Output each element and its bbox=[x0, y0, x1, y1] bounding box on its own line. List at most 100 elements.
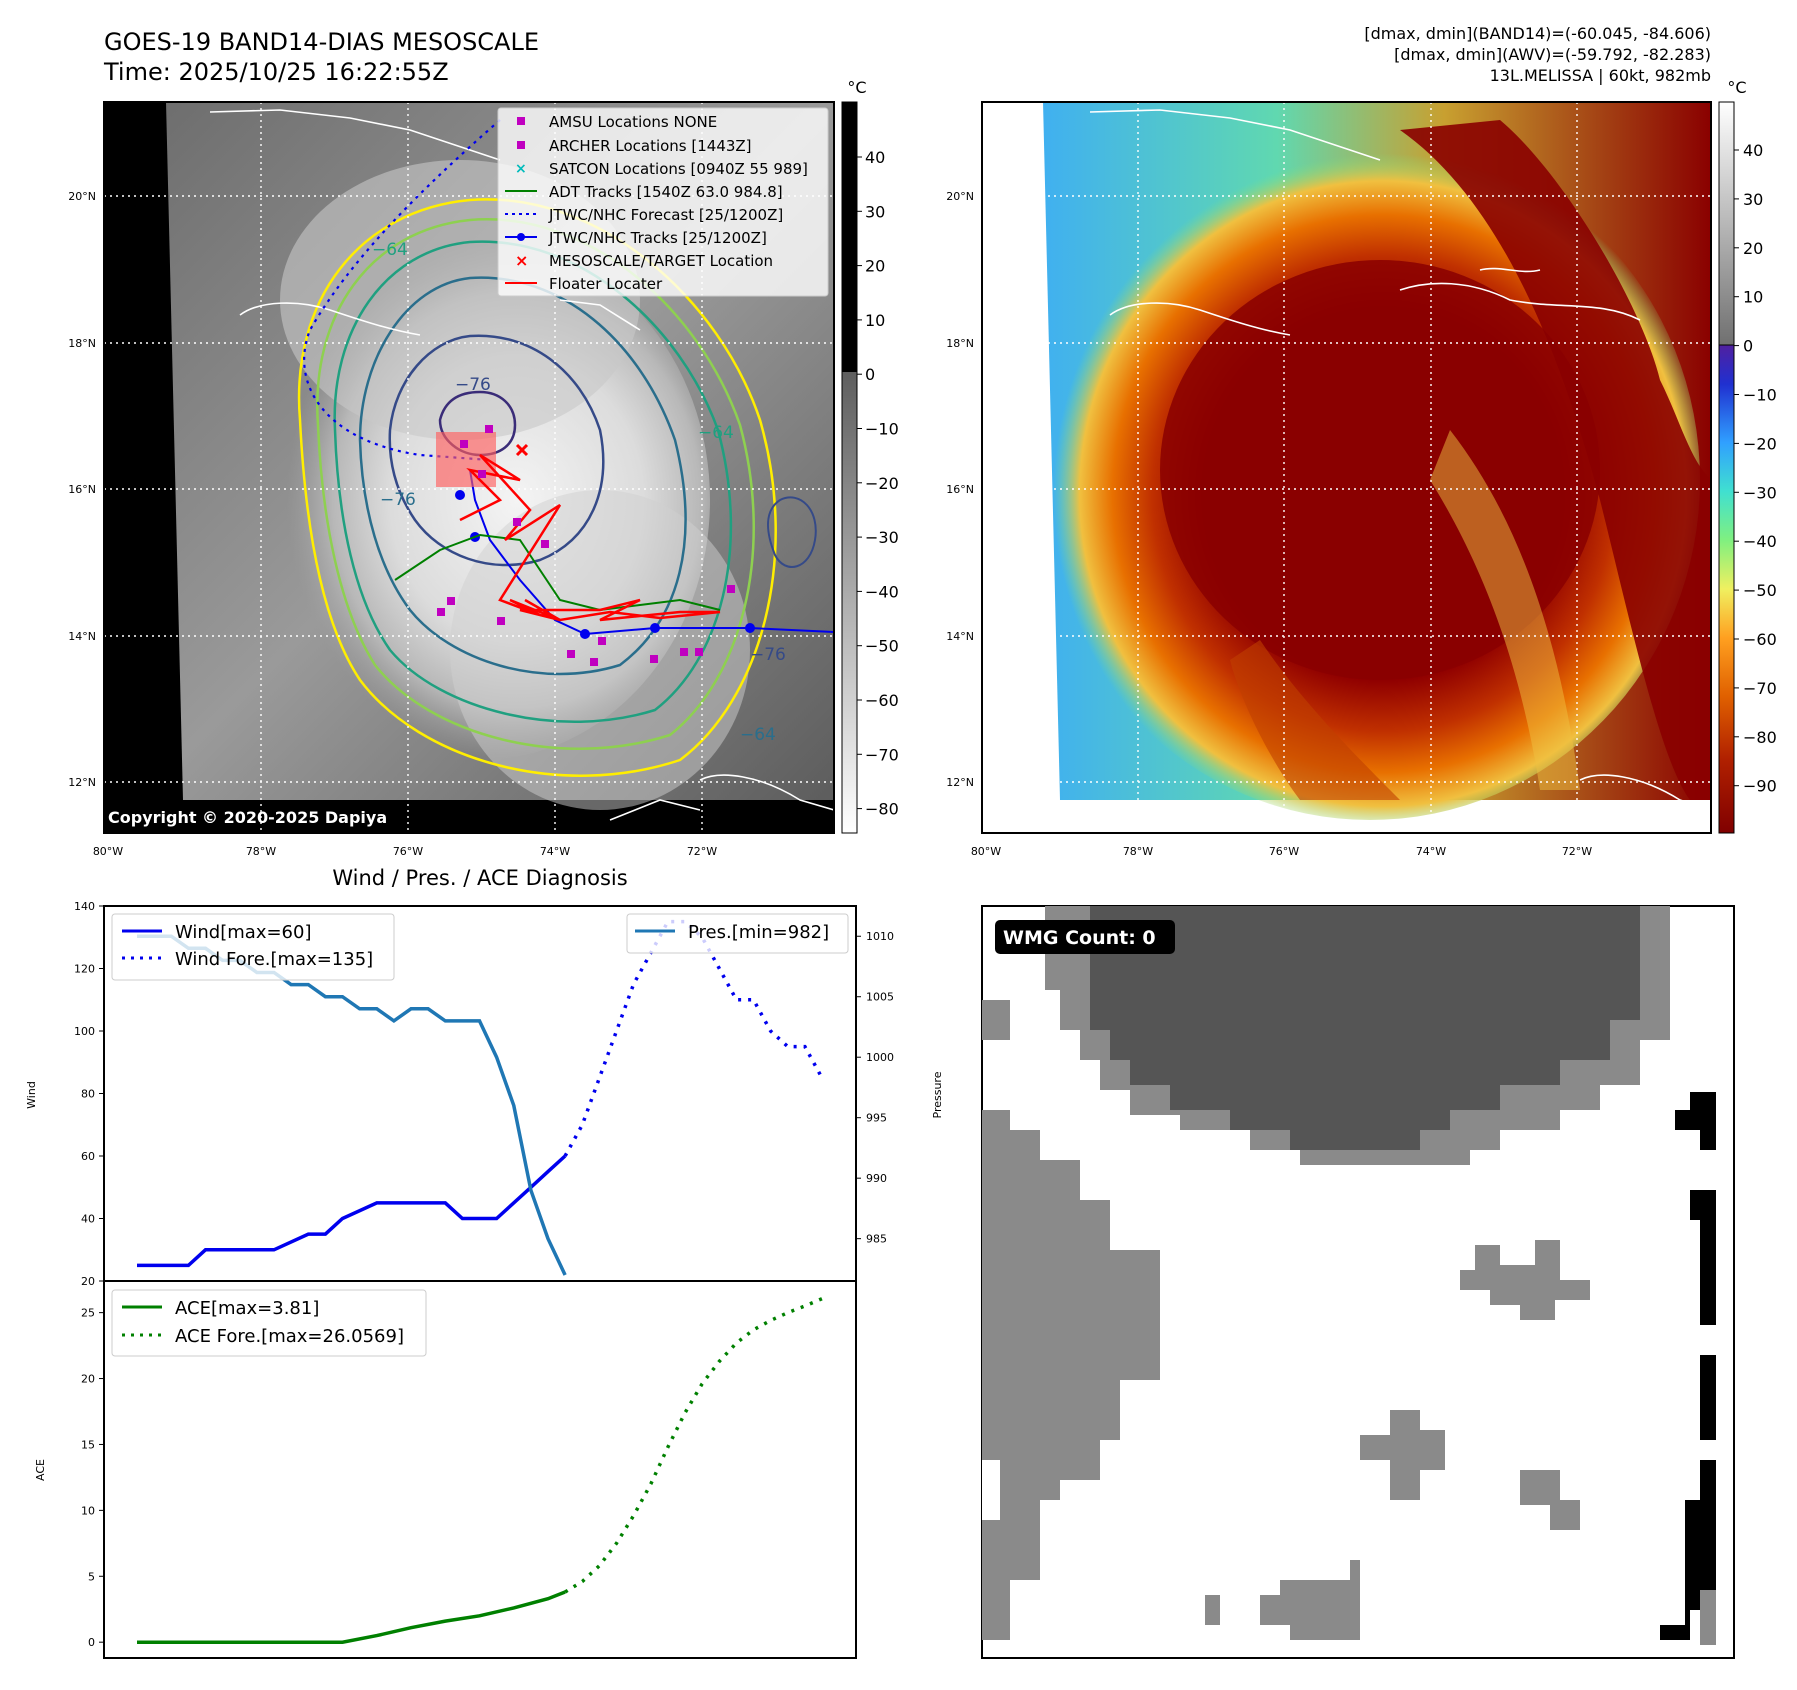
lat-tick-label: 20°N bbox=[68, 190, 96, 203]
wind-tick-label: 20 bbox=[81, 1275, 95, 1288]
legend-amsu-marker bbox=[517, 117, 525, 125]
lon-tick-label: 78°W bbox=[1123, 845, 1153, 858]
wind-forecast-line bbox=[563, 919, 824, 1157]
ir-colorbar: °C 40 30 20 10 0 −10 −20 −30 −40 −50 −60 −70 −80 bbox=[841, 78, 899, 834]
cbar-tick-label: 40 bbox=[865, 148, 885, 167]
legend-archer: ARCHER Locations [1443Z] bbox=[549, 137, 752, 155]
ir-map-lon-ticks: 80°W 78°W 76°W 74°W 72°W bbox=[93, 845, 717, 858]
wind-tick-label: 100 bbox=[74, 1025, 95, 1038]
cbar-left-ticks: 40 30 20 10 0 −10 −20 −30 −40 −50 −60 −70 −80 bbox=[857, 148, 899, 819]
cbar-tick-label: 0 bbox=[865, 365, 875, 384]
cbar-tick-label: −20 bbox=[865, 474, 899, 493]
contour-label: −64 bbox=[698, 423, 734, 443]
cbar-unit: °C bbox=[847, 78, 866, 97]
legend-wind-fore: Wind Fore.[max=135] bbox=[175, 949, 373, 970]
cbar-tick-label: 10 bbox=[865, 311, 885, 330]
map-legend: AMSU Locations NONE ARCHER Locations [14… bbox=[497, 107, 829, 297]
legend-target-marker: × bbox=[515, 251, 528, 270]
lat-tick-label: 18°N bbox=[68, 337, 96, 350]
ace-line bbox=[137, 1590, 566, 1644]
color-map-lat-ticks: 20°N 18°N 16°N 14°N 12°N bbox=[946, 190, 974, 789]
wind-tick-label: 40 bbox=[81, 1213, 95, 1226]
wind-tick-label: 120 bbox=[74, 963, 95, 976]
pressure-tick-label: 995 bbox=[866, 1112, 887, 1125]
lat-tick-label: 12°N bbox=[68, 776, 96, 789]
legend-ace: ACE[max=3.81] bbox=[175, 1298, 319, 1319]
wmg-count-label: WMG Count: 0 bbox=[1003, 927, 1156, 949]
lat-tick-label: 18°N bbox=[946, 337, 974, 350]
ace-tick-label: 20 bbox=[81, 1373, 95, 1386]
color-map-lon-ticks: 80°W 78°W 76°W 74°W 72°W bbox=[971, 845, 1592, 858]
ace-series bbox=[137, 1297, 823, 1644]
cbar-tick-label: −70 bbox=[865, 745, 899, 764]
legend-pres: Pres.[min=982] bbox=[688, 922, 829, 943]
cbar-tick-label: −60 bbox=[1743, 630, 1777, 649]
wmg-panel: WMG Count: 0 bbox=[981, 905, 1735, 1659]
wind-tick-label: 60 bbox=[81, 1150, 95, 1163]
wind-ylabel: Wind bbox=[25, 1081, 38, 1109]
ace-tick-label: 10 bbox=[81, 1504, 95, 1517]
ace-yticks: 25 20 15 10 5 0 bbox=[81, 1307, 104, 1649]
ace-tick-label: 5 bbox=[88, 1570, 95, 1583]
cbar-tick-label: −20 bbox=[1743, 434, 1777, 453]
cbar-tick-label: −30 bbox=[1743, 483, 1777, 502]
cbar-tick-label: −30 bbox=[865, 528, 899, 547]
ace-tick-label: 0 bbox=[88, 1636, 95, 1649]
copyright: Copyright © 2020-2025 Dapiya bbox=[108, 808, 387, 827]
lat-tick-label: 20°N bbox=[946, 190, 974, 203]
cbar-tick-label: −50 bbox=[865, 637, 899, 656]
lon-tick-label: 72°W bbox=[687, 845, 717, 858]
lat-tick-label: 14°N bbox=[68, 630, 96, 643]
contour-label: −76 bbox=[455, 375, 491, 395]
pressure-tick-label: 1000 bbox=[866, 1051, 894, 1064]
cbar-tick-label: −10 bbox=[1743, 386, 1777, 405]
wind-line bbox=[137, 1154, 567, 1268]
wind-tick-label: 140 bbox=[74, 900, 95, 913]
legend-forecast: JTWC/NHC Forecast [25/1200Z] bbox=[548, 206, 783, 224]
cbar-tick-label: −70 bbox=[1743, 679, 1777, 698]
info-band14: [dmax, dmin](BAND14)=(-60.045, -84.606) bbox=[1364, 24, 1711, 43]
lon-tick-label: 78°W bbox=[246, 845, 276, 858]
cbar-tick-label: −80 bbox=[865, 800, 899, 819]
lon-tick-label: 76°W bbox=[393, 845, 423, 858]
lon-tick-label: 72°W bbox=[1562, 845, 1592, 858]
cbar-tick-label: 30 bbox=[1743, 190, 1763, 209]
cbar-tick-label: −50 bbox=[1743, 581, 1777, 600]
cbar-tick-label: 20 bbox=[1743, 239, 1763, 258]
ace-tick-label: 25 bbox=[81, 1307, 95, 1320]
cbar-tick-label: 40 bbox=[1743, 141, 1763, 160]
lon-tick-label: 80°W bbox=[971, 845, 1001, 858]
wind-tick-label: 80 bbox=[81, 1088, 95, 1101]
legend-target: MESOSCALE/TARGET Location bbox=[549, 252, 773, 270]
legend-tracks: JTWC/NHC Tracks [25/1200Z] bbox=[548, 229, 767, 247]
cbar-tick-label: 10 bbox=[1743, 288, 1763, 307]
lat-tick-label: 16°N bbox=[946, 483, 974, 496]
info-storm: 13L.MELISSA | 60kt, 982mb bbox=[1490, 66, 1711, 85]
pressure-tick-label: 985 bbox=[866, 1233, 887, 1246]
pressure-tick-label: 1010 bbox=[866, 930, 894, 943]
cbar-tick-label: 30 bbox=[865, 202, 885, 221]
cbar-tick-label: −80 bbox=[1743, 728, 1777, 747]
cbar-tick-label: −10 bbox=[865, 420, 899, 439]
pressure-legend: Pres.[min=982] bbox=[626, 913, 849, 954]
pressure-ylabel: Pressure bbox=[931, 1071, 944, 1118]
lat-tick-label: 16°N bbox=[68, 483, 96, 496]
legend-adt: ADT Tracks [1540Z 63.0 984.8] bbox=[549, 183, 783, 201]
legend-ace-fore: ACE Fore.[max=26.0569] bbox=[175, 1326, 404, 1347]
cbar-unit-right: °C bbox=[1727, 78, 1746, 97]
legend-satcon: SATCON Locations [0940Z 55 989] bbox=[549, 160, 808, 178]
legend-floater: Floater Locater bbox=[549, 275, 663, 293]
ir-map-panel: −76 −76 −64 −64 −64 −76 Copyright © 2020… bbox=[103, 78, 899, 834]
lon-tick-label: 74°W bbox=[540, 845, 570, 858]
color-ir-panel: °C 40 30 20 10 0 −10 −20 −30 −40 −50 −60 −70 −80 −90 bbox=[981, 78, 1777, 834]
legend-satcon-marker: × bbox=[515, 161, 527, 177]
cbar-tick-label: −40 bbox=[865, 582, 899, 601]
contour-label: −64 bbox=[372, 240, 408, 260]
legend-amsu: AMSU Locations NONE bbox=[549, 113, 717, 131]
contour-label: −76 bbox=[750, 645, 786, 665]
lat-tick-label: 12°N bbox=[946, 776, 974, 789]
ace-tick-label: 15 bbox=[81, 1438, 95, 1451]
contour-label: −64 bbox=[740, 725, 776, 745]
figure-time: Time: 2025/10/25 16:22:55Z bbox=[103, 58, 449, 86]
